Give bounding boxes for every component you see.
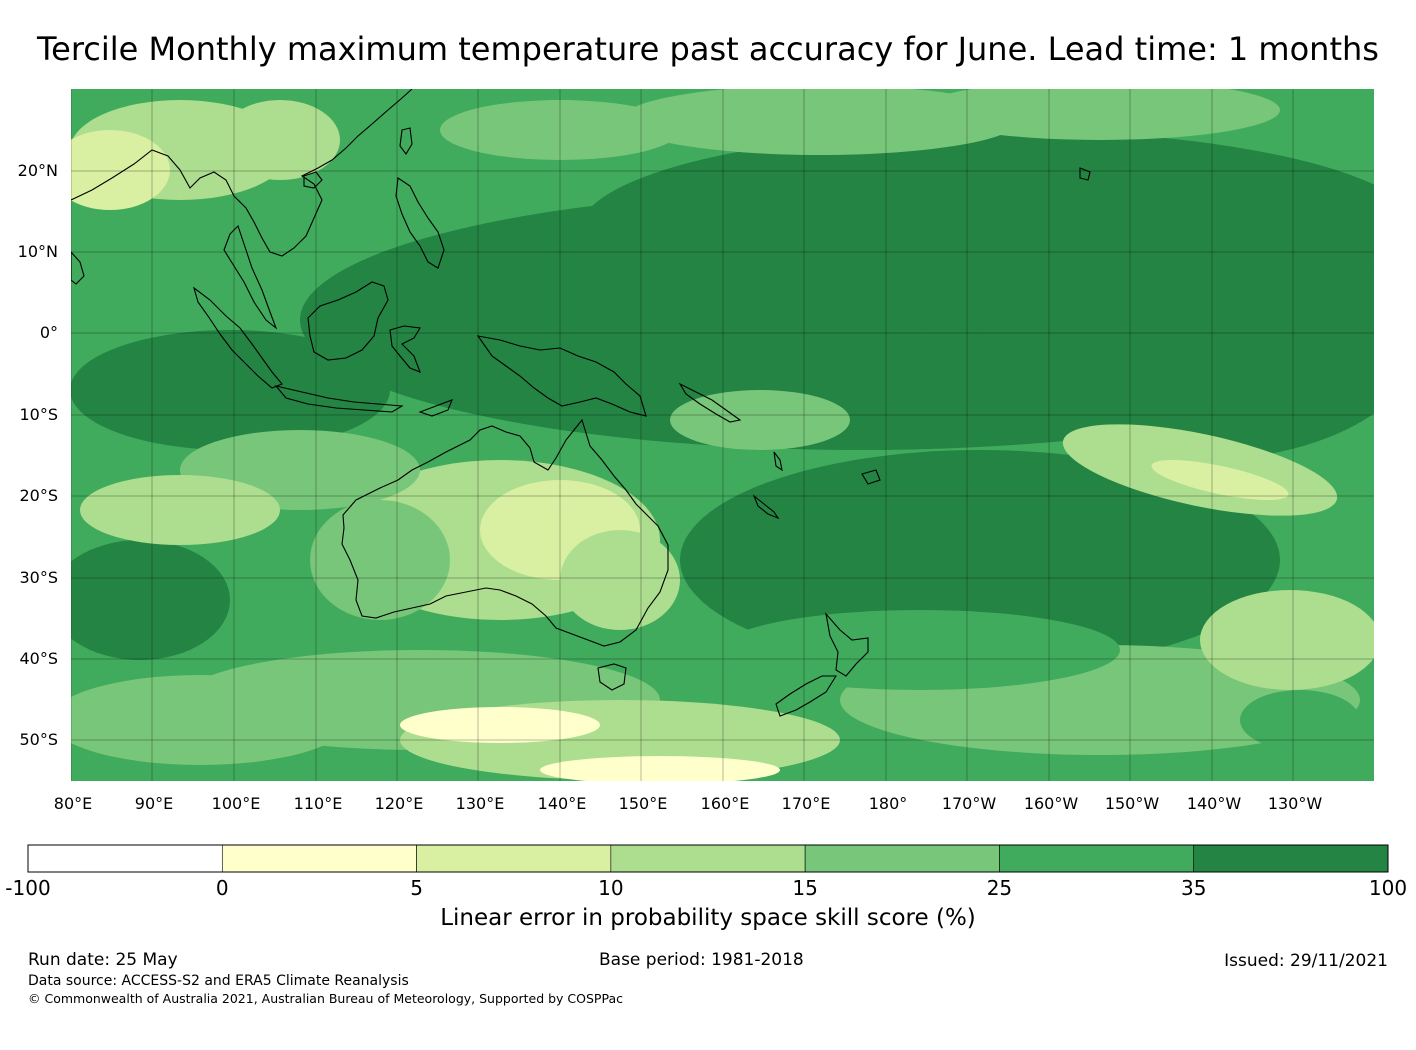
fiji-outline: [861, 469, 881, 485]
copyright-notice: © Commonwealth of Australia 2021, Austra…: [28, 991, 623, 1006]
colorbar-tick-label: 100: [1368, 876, 1408, 900]
coastlines: [71, 89, 1091, 717]
skill-patch: [920, 89, 1280, 140]
colorbar-tick-label: 5: [410, 876, 423, 900]
longitude-label: 130°W: [1267, 794, 1323, 813]
longitude-label: 150°W: [1104, 794, 1160, 813]
colorbar-segment: [1193, 844, 1389, 873]
australia-outline: [341, 418, 669, 647]
sri-lanka-outline: [71, 251, 85, 285]
run-date: Run date: 25 May: [28, 950, 178, 970]
skill-patch: [560, 530, 680, 630]
skill-patch: [71, 675, 350, 765]
mainland-asia-outline: [71, 89, 413, 257]
longitude-label: 130°E: [455, 794, 505, 813]
longitude-label: 120°E: [374, 794, 424, 813]
latitude-label: 20°N: [17, 161, 58, 180]
new-zealand-north-outline: [825, 612, 869, 677]
longitude-label: 160°W: [1023, 794, 1079, 813]
skill-patch: [71, 130, 170, 210]
vanuatu-outline: [773, 451, 783, 472]
skill-score-field: [71, 89, 1374, 781]
colorbar-tick-label: 15: [792, 876, 818, 900]
skill-patch: [1200, 590, 1374, 690]
data-source: Data source: ACCESS-S2 and ERA5 Climate …: [28, 973, 409, 989]
latitude-label: 20°S: [19, 486, 58, 505]
longitude-label: 90°E: [134, 794, 174, 813]
longitude-label: 110°E: [293, 794, 343, 813]
malay-peninsula-outline: [223, 224, 278, 330]
skill-patch: [400, 707, 600, 743]
latitude-label: 0°: [39, 323, 58, 342]
colorbar-segment: [999, 844, 1195, 873]
solomon-islands-outline: [678, 382, 742, 423]
colorbar-segment: [27, 844, 223, 873]
philippines-outline: [395, 177, 445, 269]
hainan-outline: [303, 171, 323, 189]
latitude-label: 40°S: [19, 649, 58, 668]
longitude-label: 100°E: [211, 794, 261, 813]
new-guinea-outline: [476, 335, 647, 417]
colorbar-segment: [416, 844, 612, 873]
longitude-label: 140°W: [1186, 794, 1242, 813]
skill-patch: [620, 89, 1020, 155]
new-zealand-south-outline: [775, 675, 837, 717]
latitude-label: 10°S: [19, 405, 58, 424]
chart-title: Tercile Monthly maximum temperature past…: [37, 30, 1379, 68]
colorbar: [27, 844, 1389, 873]
issued-date: Issued: 29/11/2021: [1224, 951, 1388, 971]
skill-patch: [670, 390, 850, 450]
skill-patch: [80, 475, 280, 545]
java-outline: [274, 385, 404, 413]
colorbar-tick-label: 35: [1180, 876, 1207, 900]
longitude-label: 160°E: [700, 794, 750, 813]
skill-patch: [1151, 460, 1289, 500]
longitude-label: 170°W: [941, 794, 997, 813]
skill-patch: [440, 100, 680, 160]
latitude-label: 10°N: [17, 242, 58, 261]
skill-patch: [1240, 690, 1360, 750]
base-period: Base period: 1981-2018: [599, 950, 804, 970]
colorbar-tick-label: 25: [986, 876, 1013, 900]
colorbar-tick-label: 0: [215, 876, 229, 900]
latitude-label: 50°S: [19, 730, 58, 749]
colorbar-segment: [221, 844, 417, 873]
timor-outline: [418, 399, 453, 417]
colorbar-label: Linear error in probability space skill …: [440, 905, 976, 931]
hawaii-outline: [1079, 167, 1091, 181]
colorbar-tick-label: -100: [5, 876, 51, 900]
skill-patch: [310, 500, 450, 620]
skill-patch: [540, 756, 780, 781]
longitude-label: 140°E: [537, 794, 587, 813]
borneo-outline: [307, 281, 389, 361]
longitude-label: 180°: [868, 794, 908, 813]
longitude-label: 80°E: [53, 794, 93, 813]
skill-patch: [71, 330, 390, 450]
colorbar-segment: [610, 844, 806, 873]
skill-patch: [980, 220, 1374, 460]
new-caledonia-outline: [752, 494, 780, 520]
skill-patch: [220, 100, 340, 180]
sulawesi-outline: [389, 325, 421, 373]
colorbar-outline: [27, 844, 1389, 873]
skill-patch: [720, 610, 1120, 690]
longitude-label: 150°E: [618, 794, 668, 813]
tasmania-outline: [597, 663, 627, 691]
taiwan-outline: [399, 127, 413, 155]
skill-patch: [71, 540, 230, 660]
colorbar-tick-label: 10: [598, 876, 624, 900]
latitude-label: 30°S: [19, 568, 58, 587]
colorbar-segment: [804, 844, 1000, 873]
longitude-label: 170°E: [781, 794, 831, 813]
